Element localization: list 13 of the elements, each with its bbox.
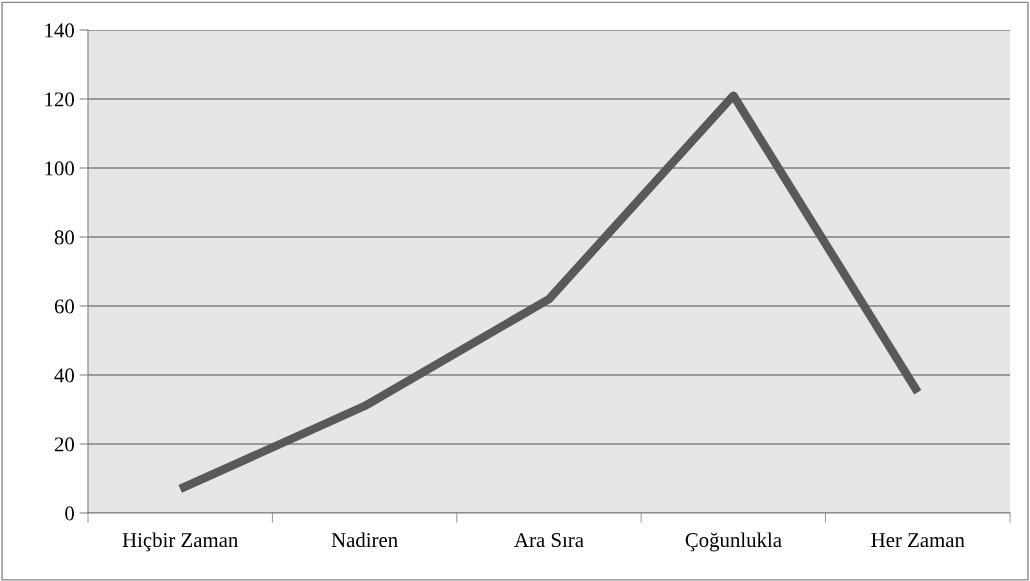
y-tick-label: 20 [54, 437, 75, 452]
x-tick-label: Ara Sıra [514, 533, 584, 548]
y-tick-label: 120 [45, 92, 75, 107]
y-tick-label: 0 [65, 506, 75, 521]
y-tick-label: 80 [54, 230, 75, 245]
x-tick-label: Nadiren [331, 532, 398, 548]
x-tick-label: Çoğunlukla [685, 532, 782, 552]
y-tick-label: 100 [45, 161, 75, 176]
y-tick-label: 40 [54, 368, 75, 383]
x-tick-label: Her Zaman [871, 533, 965, 548]
y-tick-label: 140 [45, 23, 75, 38]
y-tick-label: 60 [54, 299, 75, 314]
x-tick-label: Hiçbir Zaman [122, 532, 239, 552]
